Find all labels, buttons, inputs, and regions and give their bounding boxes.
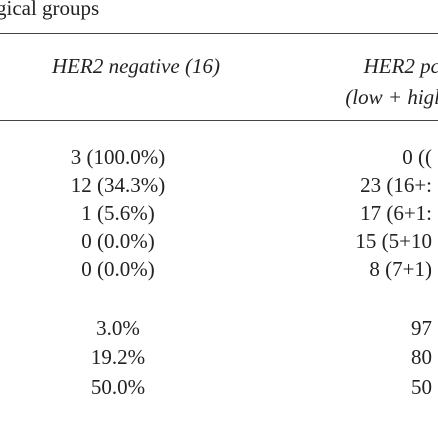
table-cell: 23 (16+: [360,173,432,197]
table-cell: 17 (6+1: [360,201,432,225]
table-cell: 50 [411,375,432,399]
table-cell: 8 (7+1) [369,257,432,281]
column-header: HER2 negative (16) [51,54,220,78]
table-cell: 15 (5+10 [355,229,432,253]
table-cell: 12 (34.3%) [71,173,165,197]
table-body: 3 (100.0%) 0 (( 12 (34.3%) 23 (16+: 1 (5.6%)… [71,145,432,399]
column-header: (low + higl [345,85,438,109]
table-cell: 0 (( [402,145,432,169]
table-cell: 97 [411,316,432,340]
table-cell: 0 (0.0%) [81,229,154,253]
table-cell: 1 (5.6%) [81,201,154,225]
column-header: HER2 pc [363,54,438,78]
table-cell: 80 [411,345,432,369]
table-cell: 0 (0.0%) [81,257,154,281]
table-cell: 50.0% [91,375,145,399]
table-caption: gical groups [0,0,99,20]
table-cell: 19.2% [91,345,145,369]
table-cell: 3 (100.0%) [71,145,165,169]
table-cell: 3.0% [96,316,140,340]
